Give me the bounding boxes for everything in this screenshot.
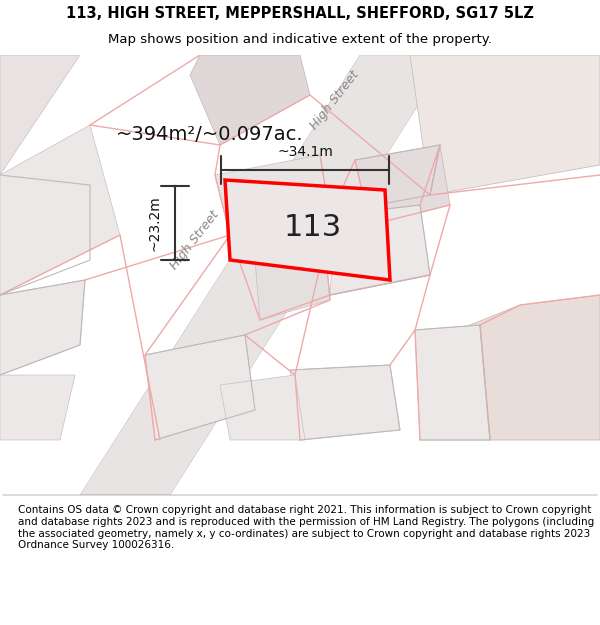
Polygon shape — [0, 55, 80, 175]
Polygon shape — [290, 365, 400, 440]
Polygon shape — [255, 245, 330, 320]
Polygon shape — [470, 295, 600, 440]
Text: Map shows position and indicative extent of the property.: Map shows position and indicative extent… — [108, 33, 492, 46]
Polygon shape — [80, 55, 450, 495]
Text: 113, HIGH STREET, MEPPERSHALL, SHEFFORD, SG17 5LZ: 113, HIGH STREET, MEPPERSHALL, SHEFFORD,… — [66, 6, 534, 21]
Polygon shape — [415, 325, 490, 440]
Text: ~394m²/~0.097ac.: ~394m²/~0.097ac. — [116, 126, 304, 144]
Polygon shape — [190, 55, 310, 145]
Text: 113: 113 — [283, 213, 341, 242]
Text: Contains OS data © Crown copyright and database right 2021. This information is : Contains OS data © Crown copyright and d… — [18, 506, 594, 550]
Polygon shape — [410, 55, 600, 195]
Polygon shape — [330, 205, 430, 295]
Polygon shape — [220, 375, 305, 440]
Polygon shape — [0, 280, 85, 375]
Polygon shape — [0, 375, 75, 440]
Polygon shape — [215, 155, 330, 235]
Text: High Street: High Street — [168, 208, 222, 272]
Text: High Street: High Street — [308, 68, 362, 132]
Text: ~34.1m: ~34.1m — [277, 145, 333, 159]
Text: ~23.2m: ~23.2m — [148, 195, 162, 251]
Polygon shape — [145, 335, 255, 440]
Polygon shape — [0, 125, 120, 295]
Polygon shape — [355, 145, 450, 225]
Polygon shape — [225, 180, 390, 280]
